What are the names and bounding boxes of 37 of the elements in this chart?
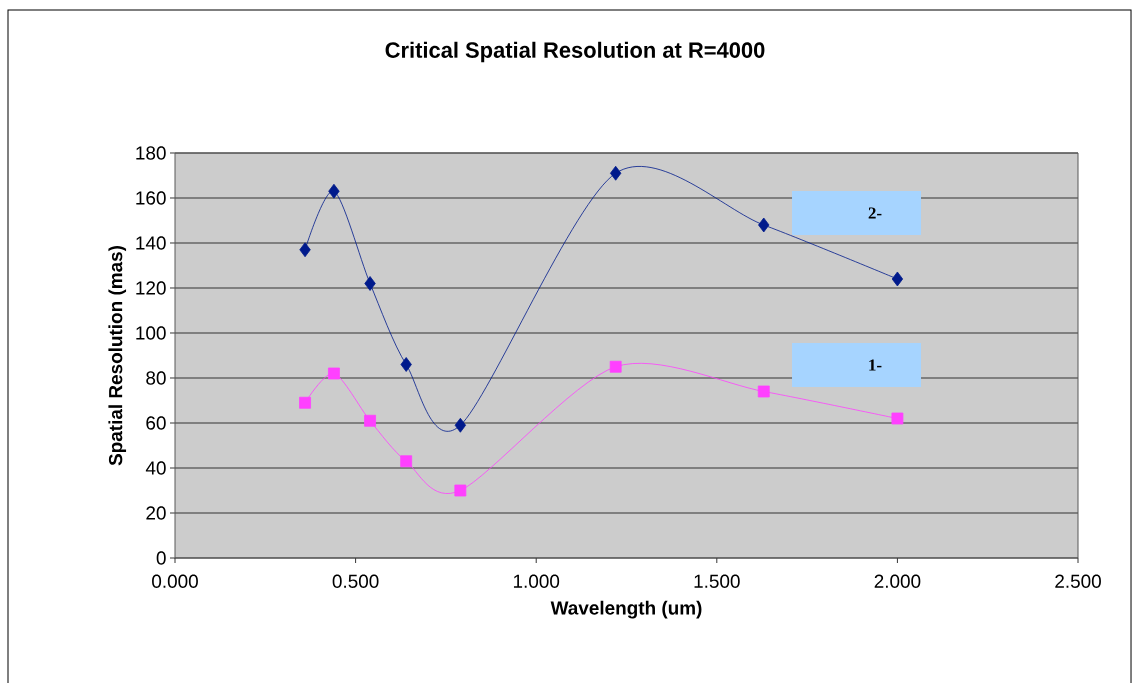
y-tick-label: 80 — [146, 371, 166, 385]
annotation: 2- — [868, 207, 882, 219]
point — [891, 271, 904, 287]
point — [454, 484, 467, 497]
y-tick-label: 140 — [136, 236, 166, 250]
point — [454, 417, 466, 433]
point — [400, 455, 413, 468]
y-tick-label: 180 — [136, 146, 166, 160]
chart-title: Critical Spatial Resolution at R=4000 — [385, 41, 765, 63]
point — [364, 414, 376, 427]
y-tick-label: 0 — [156, 551, 166, 565]
point — [758, 217, 770, 233]
point — [891, 412, 904, 425]
x-tick-label: 2.000 — [874, 574, 921, 588]
y-tick-label: 100 — [136, 326, 166, 340]
point — [328, 367, 340, 380]
y-axis-title: Spatial Resolution (mas) — [108, 246, 127, 466]
point — [610, 165, 622, 181]
point — [299, 396, 311, 409]
y-tick-label: 20 — [146, 506, 166, 520]
annotation: 1- — [869, 359, 882, 371]
x-tick-label: 1.500 — [694, 574, 740, 588]
point — [757, 385, 770, 398]
point — [328, 183, 340, 199]
point — [609, 360, 622, 373]
y-tick-label: 120 — [136, 281, 166, 295]
point — [400, 357, 412, 372]
x-tick-label: 1.000 — [513, 574, 560, 588]
y-tick-label: 160 — [136, 191, 166, 205]
x-tick-label: 2.500 — [1055, 574, 1101, 588]
y-tick-label: 40 — [145, 461, 166, 475]
x-tick-label: 0.000 — [152, 574, 198, 588]
point — [299, 242, 311, 258]
x-tick-label: 0.500 — [332, 574, 379, 588]
x-axis-title: Wavelength (um) — [550, 600, 702, 619]
y-tick-label: 60 — [146, 416, 166, 430]
point — [364, 276, 376, 291]
